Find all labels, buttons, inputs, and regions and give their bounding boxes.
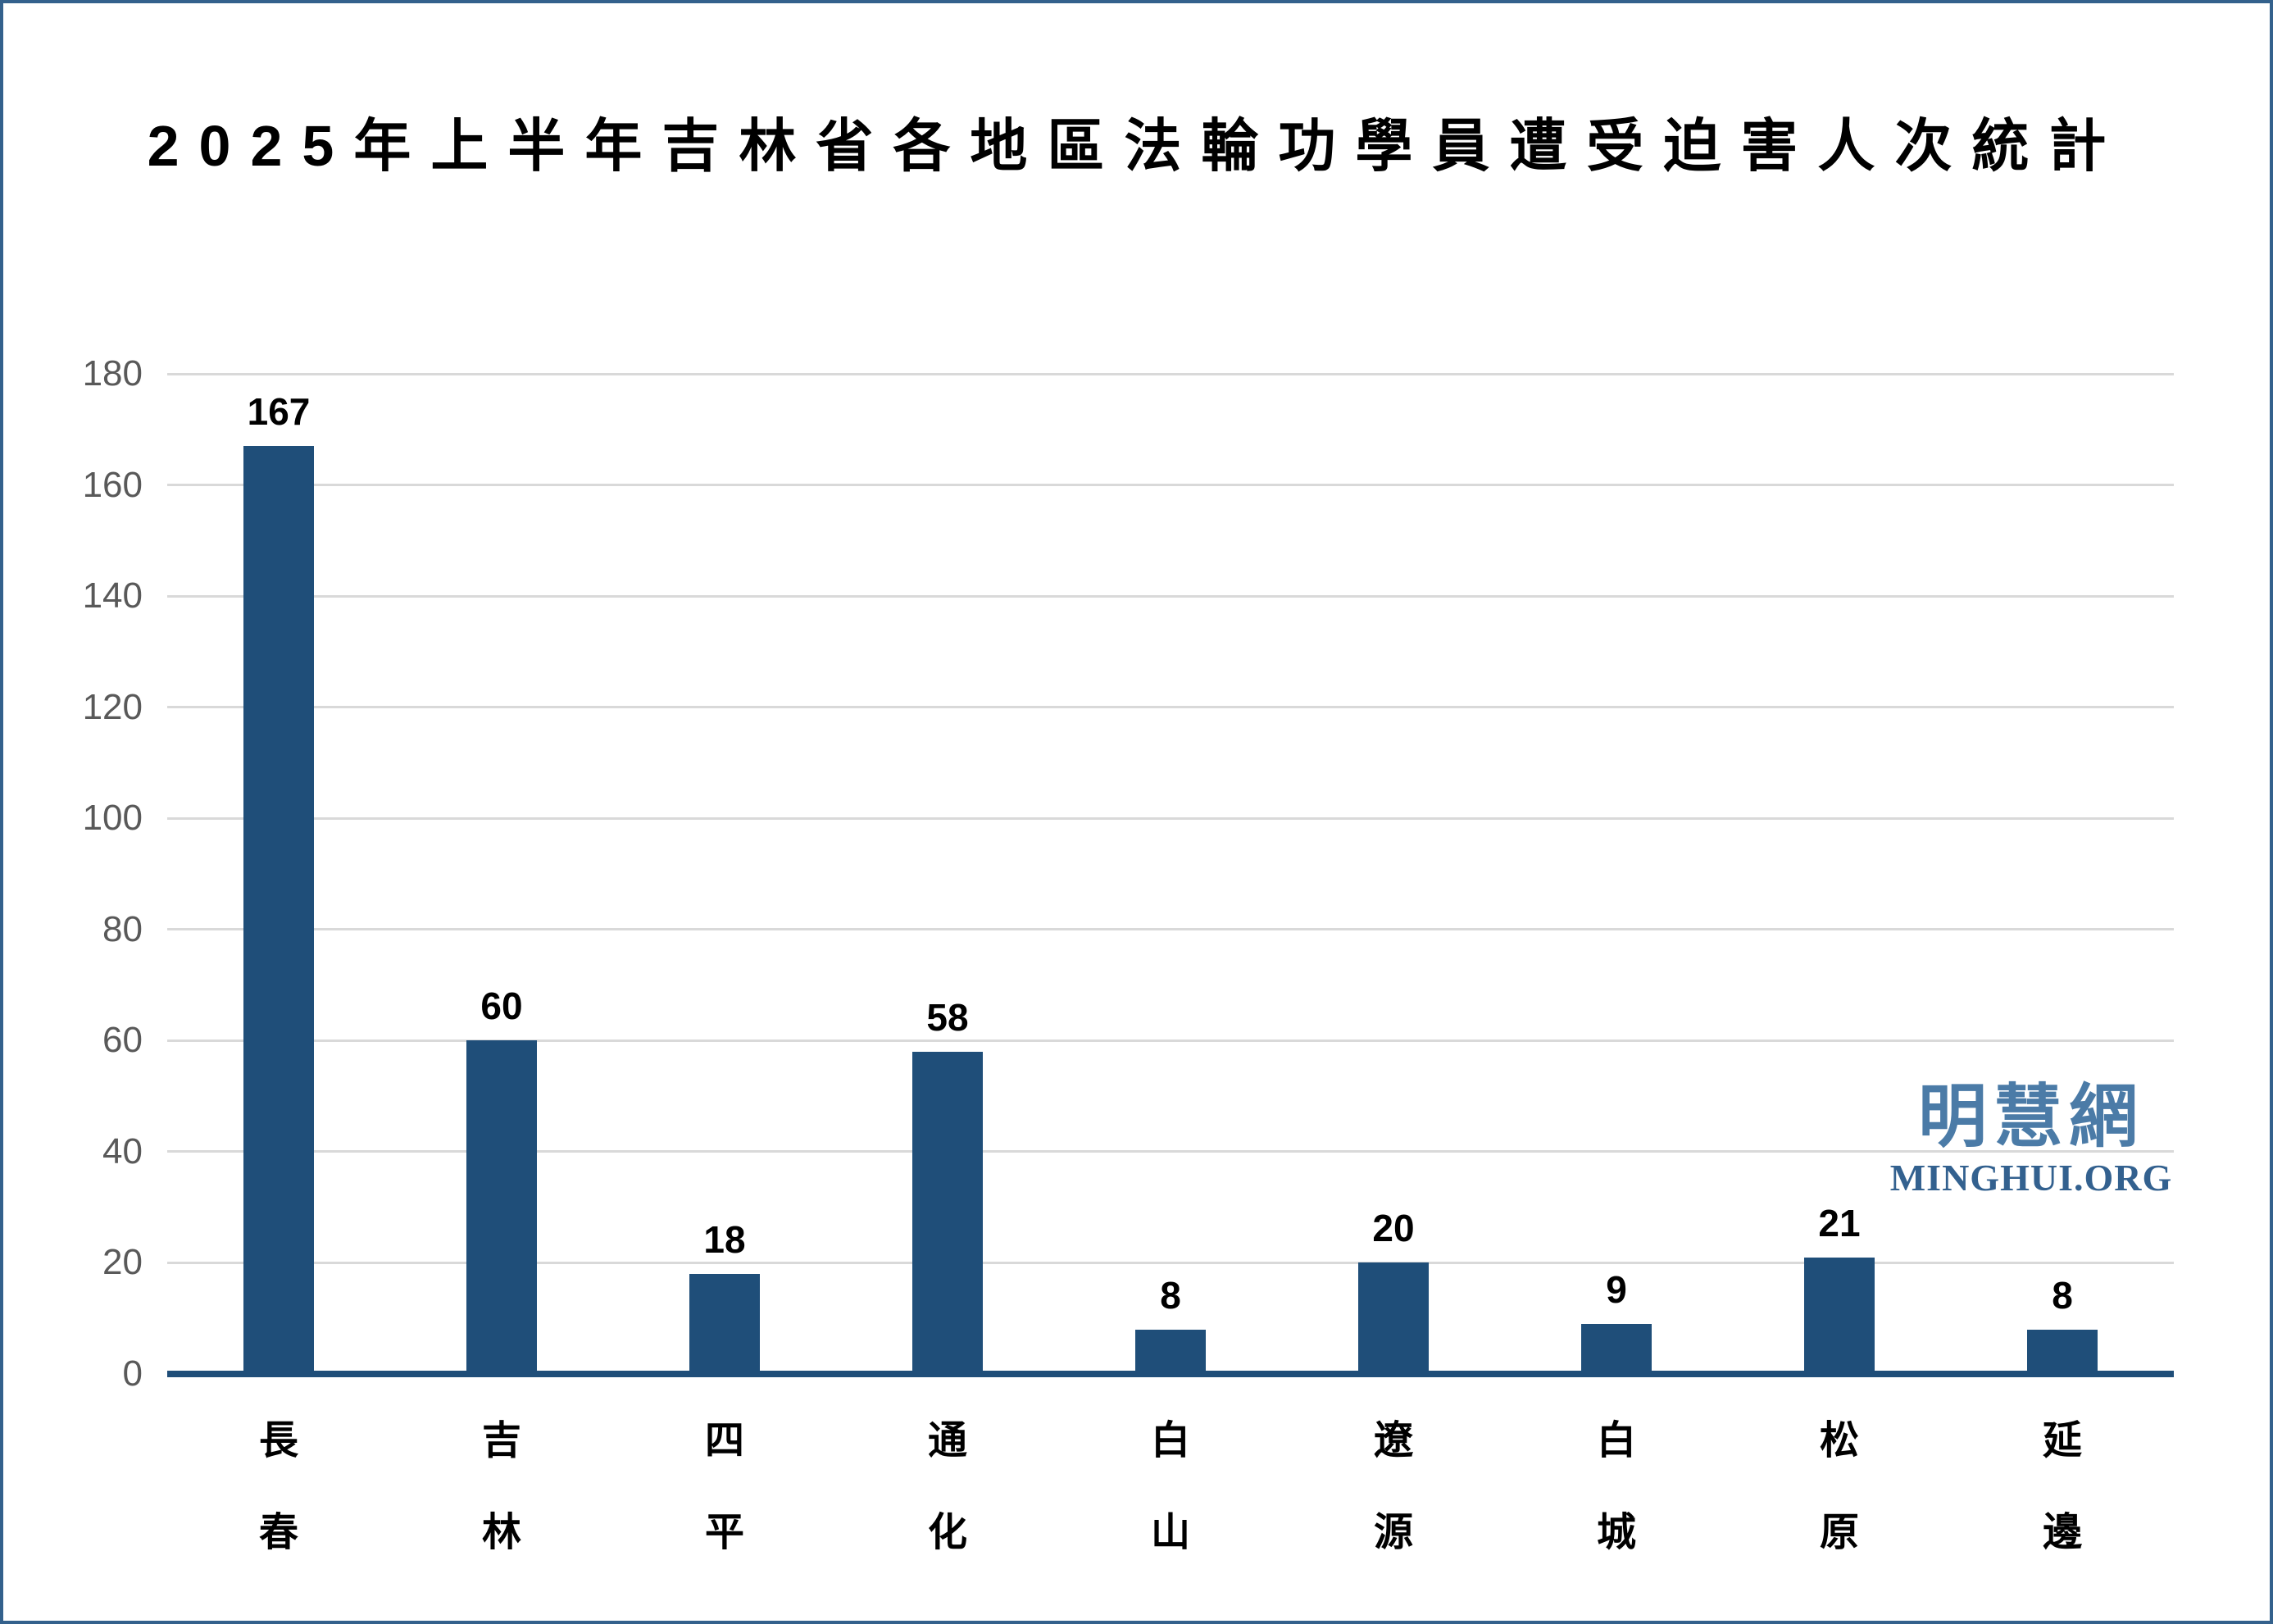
bar: [689, 1274, 760, 1374]
bar-value-label: 58: [926, 995, 969, 1039]
x-axis-category-label: 四 平: [704, 1419, 744, 1554]
minghui-watermark: 明慧網 MINGHUI.ORG: [1884, 1077, 2179, 1197]
x-axis-category-label: 白 山: [1150, 1419, 1190, 1554]
gridline: [167, 706, 2174, 709]
bar-value-label: 60: [480, 985, 523, 1028]
gridline: [167, 1150, 2174, 1153]
bar-column: 167: [167, 374, 390, 1374]
gridline: [167, 817, 2174, 820]
bar-value-label: 8: [2052, 1273, 2073, 1317]
x-axis-category-label: 遼 源: [1373, 1419, 1413, 1554]
gridline: [167, 1039, 2174, 1042]
bar: [243, 446, 314, 1374]
bar-column: 58: [836, 374, 1059, 1374]
bar-column: 18: [613, 374, 836, 1374]
x-axis-category-label: 吉 林: [481, 1419, 521, 1554]
bar-value-label: 18: [703, 1218, 746, 1261]
gridline: [167, 594, 2174, 598]
y-axis-tick-label: 160: [82, 464, 143, 505]
gridline: [167, 372, 2174, 375]
bar-value-label: 9: [1606, 1268, 1627, 1311]
y-axis-tick-label: 60: [102, 1020, 143, 1061]
bar-column: 20: [1282, 374, 1505, 1374]
gridline: [167, 928, 2174, 931]
y-axis-tick-label: 0: [122, 1353, 143, 1394]
y-axis-tick-label: 180: [82, 353, 143, 393]
chart-title: 2025年上半年吉林省各地區法輪功學員遭受迫害人次統計: [147, 114, 2126, 178]
bar: [1358, 1262, 1429, 1374]
y-axis-tick-label: 100: [82, 798, 143, 839]
minghui-logo-latin: MINGHUI.ORG: [1889, 1157, 2173, 1199]
bar: [912, 1051, 983, 1374]
x-axis-line: [167, 1371, 2174, 1377]
bar: [466, 1040, 537, 1374]
x-axis-category-label: 白 城: [1596, 1419, 1636, 1554]
bar: [1804, 1257, 1875, 1374]
y-axis-tick-label: 40: [102, 1130, 143, 1171]
x-axis-category-label: 長 春: [258, 1419, 298, 1554]
y-axis-tick-label: 120: [82, 686, 143, 727]
bar-value-label: 21: [1818, 1201, 1861, 1244]
bar-column: 8: [1059, 374, 1282, 1374]
bar: [1135, 1329, 1206, 1374]
minghui-logo-cjk: 明慧網: [1917, 1078, 2144, 1155]
bar-column: 21: [1728, 374, 1951, 1374]
bar: [1581, 1324, 1652, 1374]
bar: [2027, 1329, 2098, 1374]
x-axis-category-label: 松 原: [1819, 1419, 1859, 1554]
y-axis-tick-label: 140: [82, 575, 143, 616]
bar-value-label: 8: [1160, 1273, 1181, 1317]
bar-value-label: 167: [247, 390, 311, 434]
y-axis-tick-label: 80: [102, 908, 143, 949]
gridline: [167, 484, 2174, 487]
bar-column: 60: [390, 374, 613, 1374]
bar-column: 9: [1505, 374, 1728, 1374]
x-axis-category-label: 通 化: [927, 1419, 967, 1554]
plot-area: 167 60 18 58 8 20 9 21 8: [167, 372, 2174, 1377]
y-axis-tick-label: 20: [102, 1242, 143, 1283]
bar-value-label: 20: [1372, 1207, 1415, 1250]
gridline: [167, 1261, 2174, 1264]
x-axis-category-label: 延 邊: [2042, 1419, 2082, 1554]
bar-column: 8: [1951, 374, 2174, 1374]
